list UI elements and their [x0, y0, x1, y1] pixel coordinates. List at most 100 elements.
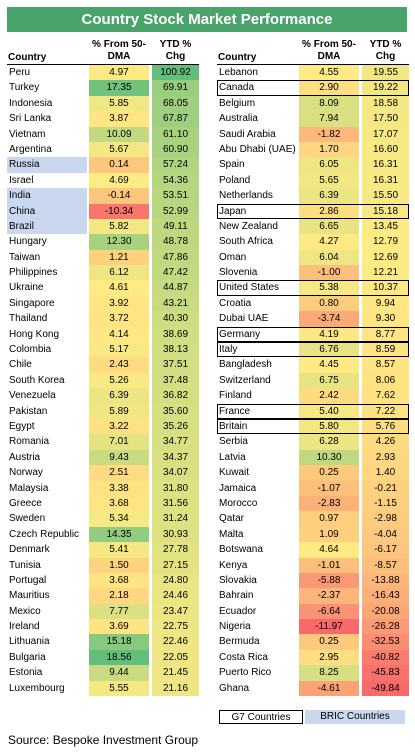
dma-cell: 6.05: [299, 157, 359, 173]
ytd-cell: -2.98: [362, 511, 409, 527]
country-cell: Turkey: [9, 82, 40, 94]
table-row: Austria 9.43 34.37: [7, 449, 199, 466]
country-cell: Botswana: [219, 544, 263, 556]
table-row: Japan 2.86 15.18: [217, 203, 409, 219]
dma-cell: 2.86: [299, 203, 359, 219]
dma-cell: 2.18: [89, 588, 149, 604]
dma-cell: 0.80: [299, 295, 359, 312]
ytd-cell: -8.57: [362, 557, 409, 573]
table-row: Latvia 10.30 2.93: [217, 449, 409, 466]
country-cell: Lithuania: [9, 636, 50, 648]
dma-cell: -2.83: [299, 495, 359, 512]
ytd-cell: 7.22: [362, 403, 409, 419]
table-row: South Korea 5.26 37.48: [7, 372, 199, 389]
table-row: Germany 4.19 8.77: [217, 326, 409, 343]
ytd-cell: 16.31: [362, 172, 409, 189]
ytd-cell: 31.80: [152, 480, 199, 496]
ytd-cell: 49.11: [152, 218, 199, 235]
table-row: Ecuador -6.64 -20.08: [217, 603, 409, 620]
table-row: Bangladesh 4.45 8.57: [217, 357, 409, 373]
table-row: Qatar 0.97 -2.98: [217, 511, 409, 527]
ytd-cell: 52.99: [152, 203, 199, 219]
header-ytd: YTD % Chg: [152, 39, 199, 63]
ytd-cell: 10.37: [362, 280, 409, 296]
dma-cell: -0.14: [89, 188, 149, 204]
country-cell: Austria: [9, 451, 41, 463]
country-cell: Hong Kong: [9, 328, 60, 340]
dma-cell: 2.43: [89, 357, 149, 373]
country-cell: Mauritius: [9, 590, 50, 602]
country-cell: Saudi Arabia: [219, 128, 276, 140]
country-cell: Bulgaria: [9, 651, 46, 663]
dma-cell: -1.01: [299, 557, 359, 573]
table-row: Greece 3.68 31.56: [7, 495, 199, 512]
dma-cell: 4.55: [299, 65, 359, 81]
ytd-cell: 9.30: [362, 311, 409, 327]
ytd-cell: 12.21: [362, 265, 409, 281]
header-dma-line2: DMA: [107, 51, 131, 62]
dma-cell: 4.45: [299, 357, 359, 373]
table-row: Morocco -2.83 -1.15: [217, 495, 409, 512]
dma-cell: 4.14: [89, 326, 149, 343]
dma-cell: 1.70: [299, 141, 359, 158]
table-row: Brazil 5.82 49.11: [7, 218, 199, 235]
country-cell: Venezuela: [9, 390, 56, 402]
country-cell: Romania: [9, 436, 50, 448]
table-row: Estonia 9.44 21.45: [7, 665, 199, 681]
table-row: Nigeria -11.97 -26.28: [217, 619, 409, 635]
table-row: Romania 7.01 34.77: [7, 434, 199, 450]
table-row: Singapore 3.92 43.21: [7, 295, 199, 312]
table-row: Finland 2.42 7.62: [217, 388, 409, 404]
ytd-cell: -45.83: [362, 665, 409, 681]
dma-cell: 4.61: [89, 280, 149, 296]
table-row: Kenya -1.01 -8.57: [217, 557, 409, 573]
country-cell: Sri Lanka: [9, 113, 52, 125]
header-country: Country: [218, 52, 257, 63]
header-ytd-line2: Chg: [165, 51, 186, 62]
header-ytd-line1: YTD %: [159, 39, 192, 50]
country-cell: Morocco: [219, 497, 258, 509]
left-table-header: Country % From 50- DMA YTD % Chg: [7, 37, 199, 65]
country-cell: Qatar: [219, 513, 245, 525]
ytd-cell: 22.75: [152, 619, 199, 635]
right-table: Country % From 50- DMA YTD % Chg Lebanon 4.…: [217, 37, 409, 697]
source-note: Source: Bespoke Investment Group: [8, 733, 199, 747]
dma-cell: 3.92: [89, 295, 149, 312]
country-cell: Egypt: [9, 420, 35, 432]
dma-cell: 15.18: [89, 634, 149, 650]
table-row: Venezuela 6.39 36.82: [7, 388, 199, 404]
country-cell: Brazil: [7, 218, 87, 235]
ytd-cell: 16.31: [362, 157, 409, 173]
country-cell: Vietnam: [9, 128, 46, 140]
dma-cell: 14.35: [89, 526, 149, 543]
country-cell: Dubai UAE: [219, 313, 269, 325]
country-cell: Britain: [219, 420, 248, 432]
ytd-cell: 5.76: [362, 418, 409, 435]
ytd-cell: 69.91: [152, 80, 199, 96]
country-cell: Poland: [219, 174, 251, 186]
table-row: South Africa 4.27 12.79: [217, 234, 409, 250]
table-row: Sri Lanka 3.87 67.87: [7, 111, 199, 127]
ytd-cell: 13.45: [362, 218, 409, 235]
table-row: Abu Dhabi (UAE) 1.70 16.60: [217, 141, 409, 158]
ytd-cell: 31.56: [152, 495, 199, 512]
table-row: Bahrain -2.37 -16.43: [217, 588, 409, 604]
header-dma: % From 50- DMA: [299, 39, 359, 63]
ytd-cell: 37.48: [152, 372, 199, 389]
table-row: Ireland 3.69 22.75: [7, 619, 199, 635]
dma-cell: 5.41: [89, 542, 149, 558]
dma-cell: 1.50: [89, 557, 149, 573]
country-cell: United States: [219, 282, 280, 294]
dma-cell: 6.39: [299, 188, 359, 204]
ytd-cell: -40.82: [362, 649, 409, 666]
country-cell: Hungary: [9, 236, 47, 248]
country-cell: Thailand: [9, 313, 48, 325]
ytd-cell: 67.87: [152, 111, 199, 127]
ytd-cell: -26.28: [362, 619, 409, 635]
country-cell: Singapore: [9, 297, 55, 309]
table-row: Britain 5.80 5.76: [217, 418, 409, 435]
dma-cell: 4.69: [89, 172, 149, 189]
country-cell: Switzerland: [219, 374, 271, 386]
ytd-cell: 21.45: [152, 665, 199, 681]
country-cell: Argentina: [9, 143, 52, 155]
